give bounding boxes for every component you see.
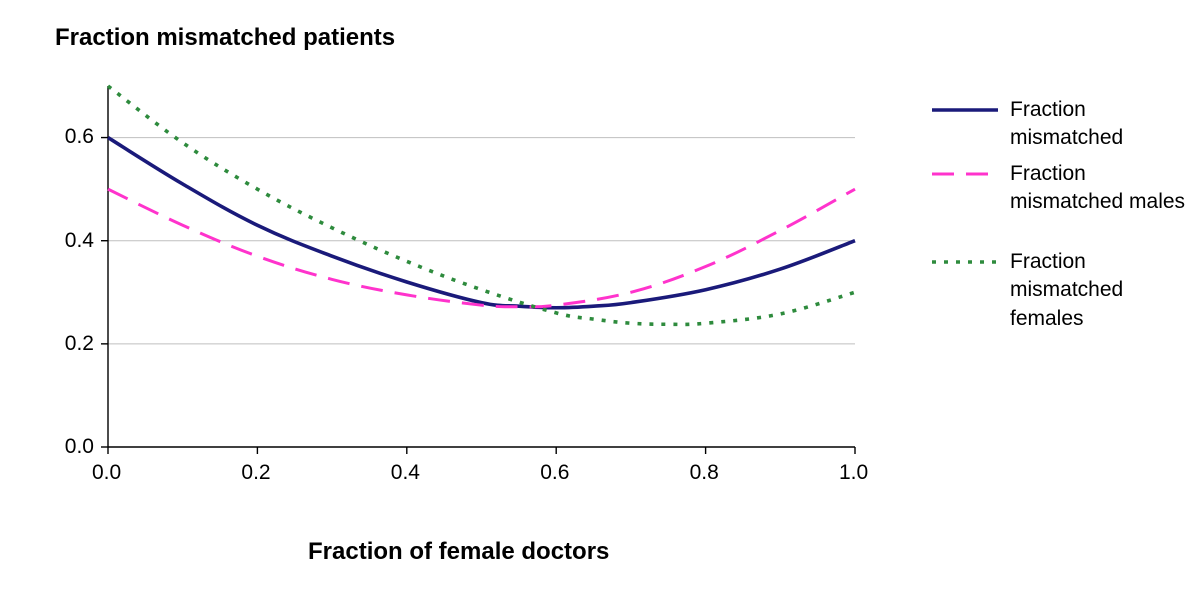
y-tick-label: 0.2 xyxy=(65,332,94,356)
legend: Fraction mismatchedFraction mismatched m… xyxy=(932,96,1192,356)
legend-swatch xyxy=(932,252,998,272)
y-tick-label: 0.6 xyxy=(65,125,94,149)
legend-label: Fraction mismatched males xyxy=(1010,160,1200,217)
x-tick-label: 0.6 xyxy=(540,461,569,485)
y-tick-label: 0.0 xyxy=(65,435,94,459)
chart-container: Fraction mismatched patients 0.00.20.40.… xyxy=(0,0,1200,603)
x-tick-label: 0.0 xyxy=(92,461,121,485)
legend-swatch xyxy=(932,100,998,120)
legend-swatch xyxy=(932,164,998,184)
legend-label: Fraction mismatched xyxy=(1010,96,1200,153)
x-axis-title: Fraction of female doctors xyxy=(308,538,609,566)
x-tick-label: 1.0 xyxy=(839,461,868,485)
x-tick-label: 0.4 xyxy=(391,461,420,485)
y-tick-label: 0.4 xyxy=(65,229,94,253)
x-tick-label: 0.8 xyxy=(690,461,719,485)
series-mismatched_total xyxy=(108,138,855,308)
x-tick-label: 0.2 xyxy=(241,461,270,485)
legend-label: Fraction mismatched females xyxy=(1010,248,1200,333)
